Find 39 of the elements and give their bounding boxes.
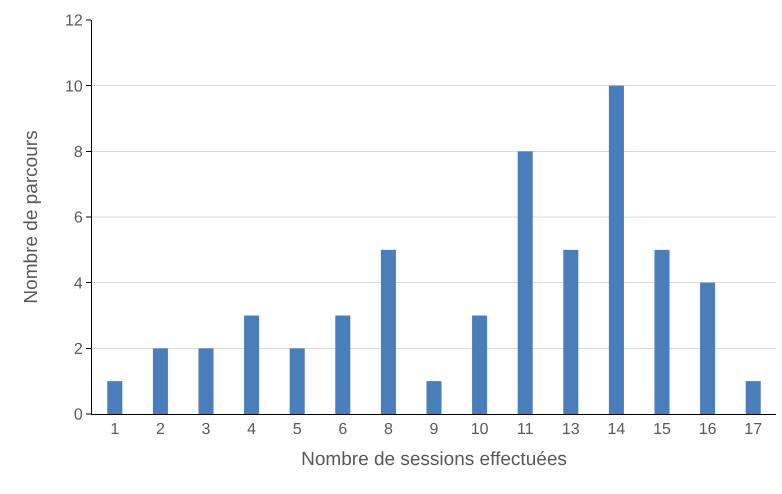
y-tick-label: 6 (74, 210, 83, 227)
y-tick-label: 8 (74, 144, 83, 161)
bar (244, 316, 260, 414)
bar (380, 250, 396, 414)
x-tick-label: 14 (608, 421, 626, 438)
bar (107, 381, 122, 414)
x-tick-label: 6 (338, 421, 348, 438)
y-axis-title: Nombre de parcours (20, 130, 42, 304)
x-tick-label: 13 (562, 421, 580, 438)
x-tick-label: 10 (470, 421, 489, 438)
y-tick-label: 12 (65, 12, 83, 30)
x-tick-label: 15 (653, 421, 671, 438)
bar (746, 381, 761, 414)
x-tick-label: 11 (516, 421, 534, 438)
x-tick-label: 17 (744, 421, 762, 438)
x-tick-label: 16 (698, 421, 717, 438)
bar (563, 250, 578, 414)
bar (335, 316, 350, 414)
y-tick-label: 2 (74, 340, 83, 358)
x-tick-label: 3 (202, 421, 211, 438)
x-tick-label: 5 (292, 421, 302, 438)
bar (426, 381, 442, 414)
x-tick-label: 8 (384, 421, 393, 438)
bar (608, 86, 624, 414)
x-tick-label: 9 (430, 421, 439, 438)
y-tick-label: 0 (74, 406, 83, 424)
bar (518, 151, 533, 414)
x-axis-title: Nombre de sessions effectuées (301, 449, 567, 470)
y-tick-label: 10 (65, 78, 83, 96)
bar (472, 316, 488, 414)
bar (290, 348, 305, 414)
bar (152, 348, 168, 414)
y-tick-label: 4 (74, 275, 83, 292)
x-tick-label: 2 (156, 421, 165, 438)
bar (700, 282, 716, 414)
x-tick-label: 1 (110, 421, 120, 438)
x-tick-label: 4 (247, 421, 256, 438)
bar (654, 250, 670, 414)
bar (198, 348, 214, 414)
